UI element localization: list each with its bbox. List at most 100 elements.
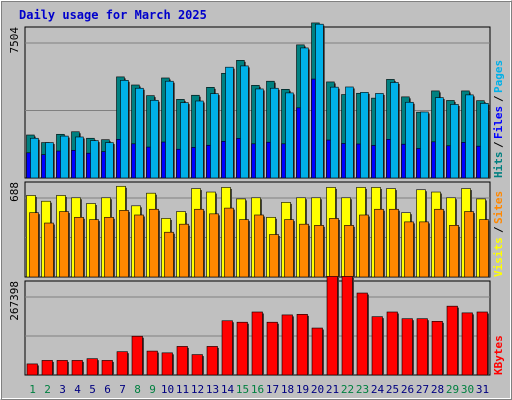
sites-bar-day-8 bbox=[134, 214, 145, 278]
legend-separator: / bbox=[492, 95, 505, 102]
x-tick-label-day-5: 5 bbox=[89, 383, 96, 396]
x-tick-label-day-6: 6 bbox=[104, 383, 111, 396]
legend-label-pages: Pages bbox=[492, 60, 505, 93]
x-tick-label-day-10: 10 bbox=[161, 383, 174, 396]
x-tick-label-day-9: 9 bbox=[149, 383, 156, 396]
kbytes-bar-day-9 bbox=[146, 350, 159, 376]
sites-bar-day-25 bbox=[389, 208, 400, 278]
sites-bar-day-22 bbox=[344, 225, 355, 278]
kbytes-bar-day-10 bbox=[161, 352, 174, 376]
sites-bar-day-20 bbox=[314, 225, 325, 278]
kbytes-bar-day-8 bbox=[131, 335, 144, 376]
kbytes-bar-day-7 bbox=[116, 351, 129, 376]
x-tick-label-day-1: 1 bbox=[29, 383, 36, 396]
bars-hits-files-pages bbox=[26, 22, 490, 179]
pages-bar-day-11 bbox=[180, 102, 190, 179]
legend-label-kbytes: KBytes bbox=[492, 335, 505, 375]
pages-bar-day-24 bbox=[375, 93, 385, 179]
pages-bar-day-8 bbox=[135, 87, 145, 179]
pages-bar-day-2 bbox=[45, 142, 55, 179]
sites-bar-day-16 bbox=[254, 214, 265, 278]
kbytes-bar-day-14 bbox=[221, 320, 234, 376]
x-tick-label-day-14: 14 bbox=[221, 383, 235, 396]
x-tick-label-day-11: 11 bbox=[176, 383, 189, 396]
sites-bar-day-23 bbox=[359, 214, 370, 278]
x-tick-label-day-30: 30 bbox=[461, 383, 474, 396]
kbytes-bar-day-22 bbox=[341, 276, 354, 376]
sites-bar-day-17 bbox=[269, 234, 280, 278]
legend-hits-files-pages: Hits / Files / Pages bbox=[492, 60, 505, 178]
sites-bar-day-9 bbox=[149, 208, 160, 278]
sites-bar-day-14 bbox=[224, 207, 235, 278]
x-axis-day-labels: 1 2 3 4 5 6 7 8 9 10 11 12 13 14 15 16 17 18 19 20 21 22 23 24 2… bbox=[29, 383, 489, 396]
legend-label-sites: Sites bbox=[492, 191, 505, 224]
kbytes-bar-day-18 bbox=[281, 314, 294, 376]
pages-bar-day-4 bbox=[75, 136, 85, 179]
x-tick-label-day-15: 15 bbox=[236, 383, 249, 396]
kbytes-bar-day-31 bbox=[476, 311, 489, 376]
sites-bar-day-30 bbox=[464, 211, 475, 278]
sites-bar-day-29 bbox=[449, 225, 460, 278]
y-max-label: 688 bbox=[8, 182, 21, 202]
bars-kbytes bbox=[26, 276, 489, 376]
pages-bar-day-17 bbox=[270, 87, 280, 179]
panel-kbytes: 267398 KBytes bbox=[8, 276, 505, 376]
kbytes-bar-day-17 bbox=[266, 321, 279, 376]
x-tick-label-day-16: 16 bbox=[251, 383, 264, 396]
chart-title: Daily usage for March 2025 bbox=[19, 8, 207, 22]
kbytes-bar-day-27 bbox=[416, 318, 429, 376]
pages-bar-day-26 bbox=[405, 101, 415, 179]
x-tick-label-day-19: 19 bbox=[296, 383, 309, 396]
legend-visits-sites: Visits / Sites bbox=[492, 191, 505, 277]
sites-bar-day-5 bbox=[89, 219, 100, 278]
sites-bar-day-7 bbox=[119, 210, 130, 278]
pages-bar-day-25 bbox=[390, 82, 400, 179]
kbytes-bar-day-3 bbox=[56, 360, 69, 376]
legend-label-files: Files bbox=[492, 106, 505, 139]
y-max-label: 267398 bbox=[8, 281, 21, 321]
pages-bar-day-18 bbox=[285, 92, 295, 179]
sites-bar-day-2 bbox=[44, 222, 55, 278]
kbytes-bar-day-2 bbox=[41, 360, 54, 376]
sites-bar-day-21 bbox=[329, 218, 340, 278]
x-tick-label-day-20: 20 bbox=[311, 383, 324, 396]
kbytes-bar-day-12 bbox=[191, 354, 204, 376]
sites-bar-day-27 bbox=[419, 221, 430, 278]
pages-bar-day-5 bbox=[90, 140, 100, 179]
pages-bar-day-21 bbox=[330, 86, 340, 179]
legend-separator: / bbox=[492, 141, 505, 148]
sites-bar-day-19 bbox=[299, 223, 310, 278]
x-tick-label-day-27: 27 bbox=[416, 383, 429, 396]
x-tick-label-day-18: 18 bbox=[281, 383, 294, 396]
x-tick-label-day-24: 24 bbox=[371, 383, 385, 396]
pages-bar-day-16 bbox=[255, 88, 265, 179]
kbytes-bar-day-1 bbox=[26, 363, 39, 376]
pages-bar-day-14 bbox=[225, 66, 235, 179]
chart-panels: 7504 Hits / Files / Pages 688 Visits / Sites 26739… bbox=[8, 22, 505, 376]
sites-bar-day-18 bbox=[284, 219, 295, 278]
x-tick-label-day-7: 7 bbox=[119, 383, 126, 396]
pages-bar-day-31 bbox=[480, 103, 490, 179]
kbytes-bar-day-21 bbox=[326, 276, 339, 376]
pages-bar-day-20 bbox=[315, 23, 325, 179]
pages-bar-day-22 bbox=[345, 86, 355, 179]
kbytes-bar-day-25 bbox=[386, 311, 399, 376]
kbytes-bar-day-15 bbox=[236, 321, 249, 376]
sites-bar-day-4 bbox=[74, 216, 85, 278]
kbytes-bar-day-26 bbox=[401, 318, 414, 376]
sites-bar-day-13 bbox=[209, 213, 220, 278]
kbytes-bar-day-19 bbox=[296, 314, 309, 376]
legend-label-hits: Hits bbox=[492, 152, 505, 179]
sites-bar-day-28 bbox=[434, 208, 445, 278]
pages-bar-day-29 bbox=[450, 104, 460, 179]
pages-bar-day-6 bbox=[105, 142, 115, 179]
panel-hits-files-pages: 7504 Hits / Files / Pages bbox=[8, 22, 505, 179]
sites-bar-day-24 bbox=[374, 208, 385, 278]
pages-bar-day-19 bbox=[300, 47, 310, 179]
legend-label-visits: Visits bbox=[492, 237, 505, 277]
pages-bar-day-28 bbox=[435, 97, 445, 179]
bars-visits-sites bbox=[26, 185, 490, 278]
pages-bar-day-3 bbox=[60, 135, 70, 179]
